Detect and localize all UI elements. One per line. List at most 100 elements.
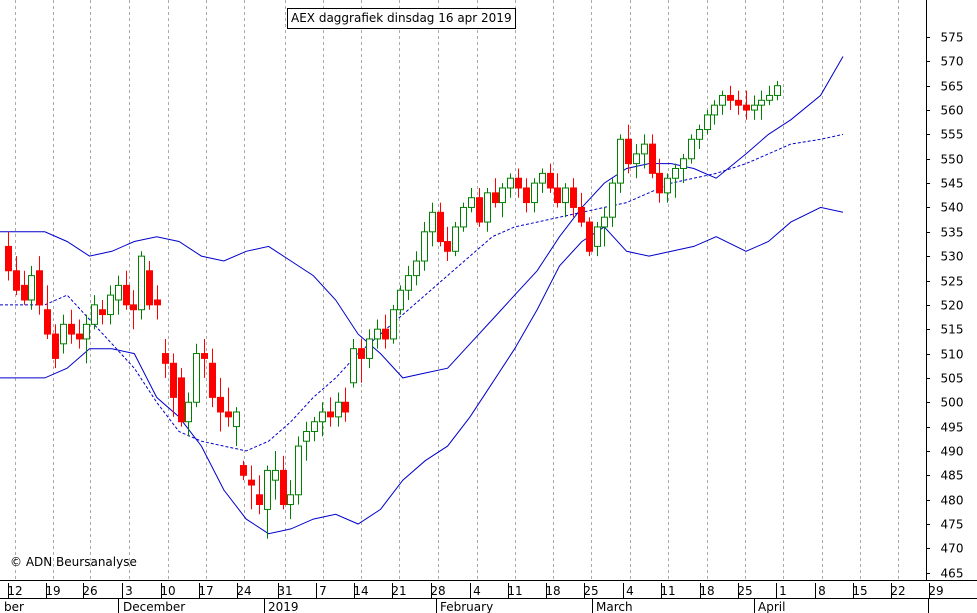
candle-body bbox=[413, 260, 420, 277]
x-tick-label: 18 bbox=[545, 584, 560, 598]
month-label: April bbox=[758, 600, 785, 613]
x-tick-label: 10 bbox=[160, 584, 175, 598]
bollinger-upper bbox=[0, 56, 844, 379]
candle-body bbox=[499, 187, 506, 204]
candle-body bbox=[28, 275, 35, 301]
candle-body bbox=[484, 192, 491, 223]
candle-body bbox=[36, 270, 43, 306]
candle-body bbox=[562, 187, 569, 204]
y-tick-label: 470 bbox=[941, 542, 964, 556]
candle-body bbox=[280, 469, 287, 506]
candle-body bbox=[21, 284, 28, 301]
candle-body bbox=[444, 241, 451, 252]
y-tick-label: 500 bbox=[941, 396, 964, 410]
candle-body bbox=[99, 309, 106, 316]
candle-body bbox=[335, 401, 342, 418]
x-tick-label: 18 bbox=[699, 584, 714, 598]
candle-body bbox=[570, 187, 577, 208]
candle-body bbox=[68, 323, 75, 335]
x-tick-label: 4 bbox=[473, 584, 481, 598]
candle-body bbox=[680, 158, 687, 169]
candle-body bbox=[515, 177, 522, 189]
candle-body bbox=[609, 182, 616, 218]
candle-body bbox=[209, 362, 216, 398]
candle-body bbox=[327, 411, 334, 418]
y-tick-label: 545 bbox=[941, 177, 964, 191]
y-tick-label: 540 bbox=[941, 201, 964, 215]
candle-body bbox=[170, 362, 177, 398]
candle-body bbox=[138, 255, 145, 311]
y-tick-label: 490 bbox=[941, 445, 964, 459]
candle-body bbox=[751, 104, 758, 111]
y-tick-label: 525 bbox=[941, 275, 964, 289]
y-tick-label: 570 bbox=[941, 55, 964, 69]
y-tick-label: 520 bbox=[941, 299, 964, 313]
candle-body bbox=[578, 206, 585, 223]
candle-body bbox=[311, 421, 318, 432]
candle-body bbox=[704, 114, 711, 131]
x-tick-label: 14 bbox=[353, 584, 368, 598]
candle-body bbox=[201, 353, 208, 359]
x-tick-label: 15 bbox=[852, 584, 867, 598]
candle-body bbox=[272, 469, 279, 481]
candle-body bbox=[397, 289, 404, 311]
x-tick-label: 24 bbox=[236, 584, 251, 598]
candle-body bbox=[476, 197, 483, 223]
candle-body bbox=[774, 85, 781, 96]
bollinger-lower bbox=[0, 206, 844, 535]
candle-body bbox=[696, 129, 703, 140]
candle-body bbox=[625, 138, 632, 165]
x-tick-label: 26 bbox=[82, 584, 97, 598]
x-tick-label: 8 bbox=[818, 584, 826, 598]
candle-body bbox=[460, 206, 467, 228]
candle-body bbox=[358, 348, 365, 359]
candle-body bbox=[586, 221, 593, 252]
candle-body bbox=[633, 153, 640, 165]
candle-body bbox=[664, 177, 671, 194]
x-tick-label: 11 bbox=[660, 584, 675, 598]
y-tick-label: 575 bbox=[941, 31, 964, 45]
candle-body bbox=[83, 323, 90, 340]
candle-body bbox=[743, 104, 750, 111]
candle-body bbox=[405, 275, 412, 291]
candle-body bbox=[547, 172, 554, 189]
candle-body bbox=[374, 328, 381, 340]
x-tick-label: 7 bbox=[319, 584, 327, 598]
y-tick-label: 530 bbox=[941, 250, 964, 264]
candle-body bbox=[91, 304, 98, 325]
candle-body bbox=[554, 187, 561, 204]
candle-body bbox=[452, 226, 459, 252]
candle-body bbox=[193, 353, 200, 403]
copyright-label: © ADN Beursanalyse bbox=[10, 555, 137, 569]
candle-body bbox=[594, 226, 601, 247]
x-tick-label: 19 bbox=[45, 584, 60, 598]
candle-body bbox=[185, 401, 192, 423]
candle-body bbox=[44, 309, 51, 335]
candle-body bbox=[60, 323, 67, 345]
x-tick-label: 29 bbox=[928, 584, 943, 598]
x-tick-label: 28 bbox=[430, 584, 445, 598]
candle-body bbox=[342, 401, 349, 413]
candle-body bbox=[758, 99, 765, 106]
month-label: ber bbox=[4, 600, 24, 613]
x-tick-label: 22 bbox=[890, 584, 905, 598]
candle-body bbox=[225, 411, 232, 418]
candle-body bbox=[295, 445, 302, 496]
candle-body bbox=[531, 182, 538, 204]
candle-body bbox=[649, 143, 656, 174]
month-label: March bbox=[596, 600, 633, 613]
y-tick-label: 555 bbox=[941, 128, 964, 142]
candle-body bbox=[437, 211, 444, 243]
x-tick-label: 25 bbox=[737, 584, 752, 598]
candle-body bbox=[601, 216, 608, 228]
y-tick-label: 550 bbox=[941, 153, 964, 167]
candle-body bbox=[178, 377, 185, 423]
x-tick-label: 31 bbox=[277, 584, 292, 598]
x-tick-label: 17 bbox=[198, 584, 213, 598]
candle-body bbox=[719, 94, 726, 106]
candle-body bbox=[382, 328, 389, 340]
candle-body bbox=[711, 104, 718, 116]
month-label: December bbox=[123, 600, 185, 613]
month-label: February bbox=[440, 600, 493, 613]
